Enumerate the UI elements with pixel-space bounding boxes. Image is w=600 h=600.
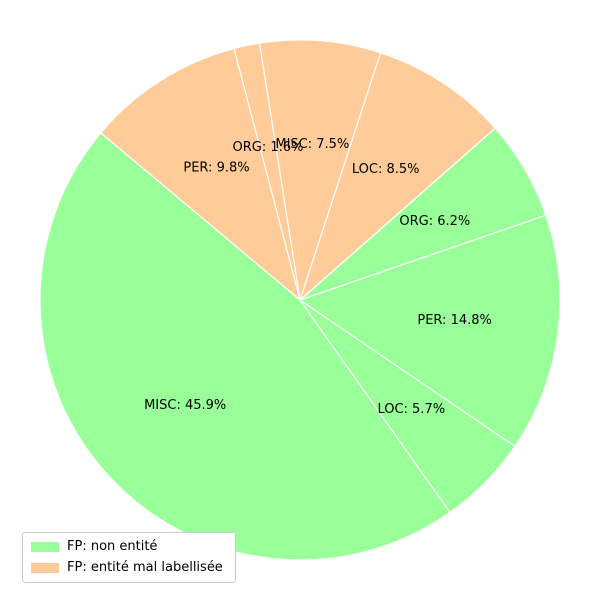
slice-label: ORG: 1.6% — [233, 140, 304, 155]
pie-slice — [39, 132, 451, 561]
slice-label: PER: 14.8% — [417, 313, 492, 328]
legend: FP: non entité FP: entité mal labellisée — [22, 532, 236, 583]
slice-label: MISC: 7.5% — [275, 137, 349, 152]
slice-label: ORG: 6.2% — [399, 214, 470, 229]
slice-label: LOC: 5.7% — [377, 402, 445, 417]
legend-item-mal-labellisee: FP: entité mal labellisée — [23, 557, 235, 578]
slice-label: LOC: 8.5% — [352, 162, 420, 177]
slice-label: MISC: 45.9% — [144, 398, 226, 413]
legend-swatch — [31, 541, 59, 552]
slice-label: PER: 9.8% — [183, 161, 249, 176]
legend-item-non-entite: FP: non entité — [23, 536, 235, 557]
pie-slice — [298, 214, 561, 448]
pie-slice — [298, 52, 496, 302]
pie-slice — [99, 47, 302, 302]
legend-swatch — [31, 562, 59, 573]
legend-label: FP: entité mal labellisée — [67, 560, 223, 575]
legend-label: FP: non entité — [67, 539, 158, 554]
pie-labels: MISC: 45.9% LOC: 5.7% PER: 14.8% ORG: 6.2% L… — [144, 137, 492, 417]
pie-slices — [39, 39, 561, 561]
